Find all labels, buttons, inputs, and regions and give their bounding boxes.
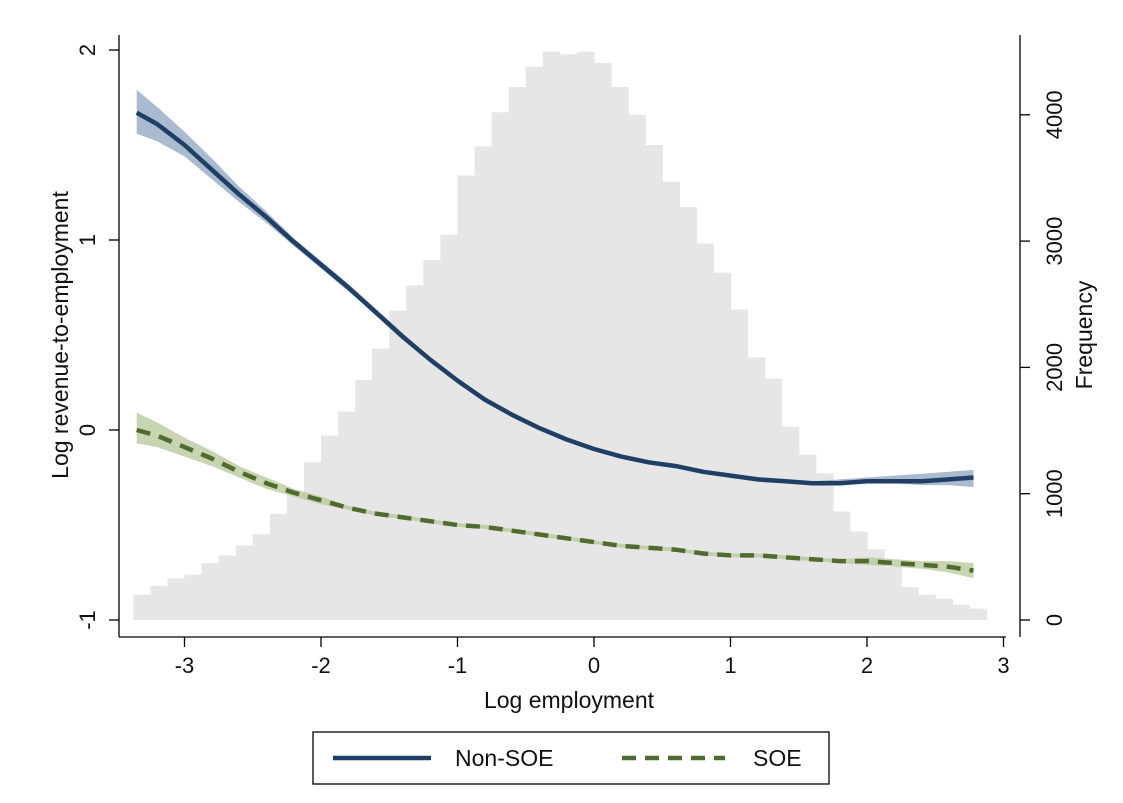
histogram-bar [730,309,749,620]
histogram-bar [235,545,254,620]
histogram-bar [713,272,732,620]
series-lines [135,110,974,573]
histogram-bar [918,594,936,620]
histogram-bar [815,473,834,620]
histogram-bar [645,145,663,621]
y2-tick-label: 3000 [1042,217,1067,266]
histogram-bar [935,598,953,620]
histogram-bar [611,87,629,620]
histogram-bar [576,51,595,620]
y2-tick-label: 0 [1042,614,1067,626]
histogram-bar [133,594,151,620]
histogram-bar [832,511,851,620]
histogram-bar [559,54,578,621]
x-tick-label: 1 [724,653,736,678]
y-tick-label: 2 [75,44,100,56]
histogram-bar [201,563,220,620]
y2-tick-label: 1000 [1042,469,1067,518]
histogram-bar [594,63,612,620]
axes: -3 -2 -1 0 1 2 3 -1 0 1 2 0 1000 2000 3000 4000 [75,35,1067,678]
histogram-bar [355,380,373,620]
histogram-bar [508,87,527,620]
histogram-bar [525,66,544,620]
histogram-bar [867,549,885,620]
histogram-bar [286,493,305,620]
histogram-bar [150,585,169,620]
x-tick-label: 2 [861,653,873,678]
y2-tick-label: 4000 [1042,90,1067,139]
histogram-bar [679,207,697,620]
series-line-non-soe [135,110,974,486]
histogram-bar [696,243,715,620]
y-axis-title: Log revenue-to-employment [47,191,73,479]
legend: Non-SOE SOE [312,731,830,785]
histogram-bar [440,234,459,621]
x-tick-label: 0 [588,653,600,678]
x-axis-title: Log employment [484,687,655,713]
histogram-bar [628,114,646,621]
histogram-bar [269,513,288,620]
x-tick-label: -2 [311,653,331,678]
histogram-bar [952,604,970,620]
histogram-bar [423,260,442,620]
histogram-bar [406,285,424,620]
series-line-soe [136,427,974,573]
histogram-bar [389,310,407,620]
histogram-bar [849,531,868,620]
histogram-bar [218,555,237,620]
histogram-bar [747,357,766,620]
y2-axis-title: Frequency [1071,280,1097,389]
histogram-bar [252,534,271,620]
histogram-bar [764,378,783,620]
histogram [133,51,988,621]
y-tick-label: 0 [75,424,100,436]
legend-label-soe: SOE [753,745,802,771]
histogram-bar [662,181,680,621]
histogram-bar [321,435,339,620]
y-tick-label: -1 [75,610,100,630]
histogram-bar [901,587,919,620]
x-tick-label: -1 [448,653,468,678]
histogram-bar [184,574,203,620]
histogram-bar [338,411,356,620]
histogram-bar [798,454,817,620]
histogram-bar [457,175,476,621]
y2-tick-label: 2000 [1042,343,1067,392]
histogram-bar [491,112,510,621]
x-tick-label: 3 [997,653,1009,678]
histogram-bar [167,578,186,620]
histogram-bar [969,608,988,620]
histogram-bar [372,348,390,620]
histogram-bar [474,146,493,621]
x-tick-label: -3 [175,653,195,678]
histogram-bar [884,566,902,620]
histogram-bar [542,51,561,620]
histogram-bar [303,462,322,621]
histogram-bar [781,426,800,620]
y-tick-label: 1 [75,234,100,246]
legend-label-non-soe: Non-SOE [455,745,553,771]
